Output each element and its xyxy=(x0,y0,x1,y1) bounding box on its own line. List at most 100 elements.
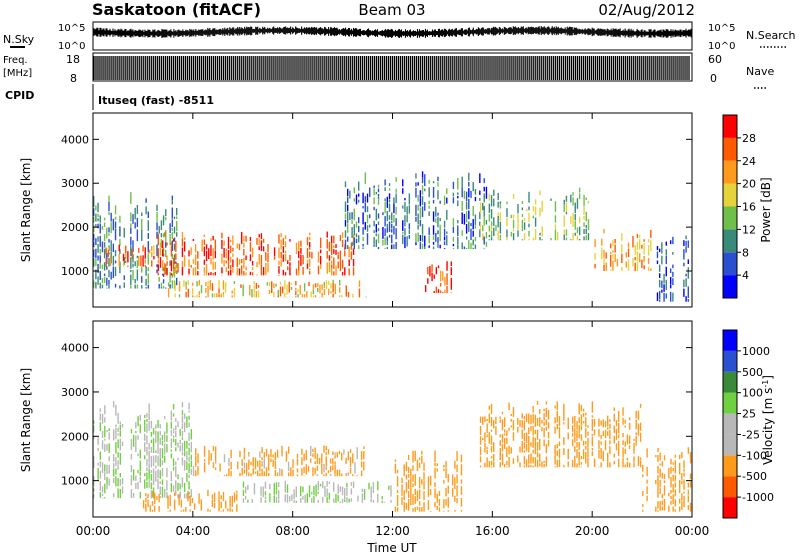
echo-cell xyxy=(156,204,158,212)
echo-cell xyxy=(159,437,161,445)
echo-cell xyxy=(148,403,150,414)
power-colorbar-tick-label: 4 xyxy=(742,269,749,282)
echo-cell xyxy=(326,250,328,259)
echo-cell xyxy=(417,204,419,211)
echo-cell xyxy=(132,214,134,224)
echo-cell xyxy=(661,242,663,254)
echo-cell xyxy=(541,200,543,213)
echo-cell xyxy=(231,509,234,512)
echo-cell xyxy=(145,206,147,215)
echo-cell xyxy=(669,268,672,274)
echo-cell xyxy=(122,253,125,261)
echo-cell xyxy=(233,281,236,285)
echo-cell xyxy=(534,421,537,427)
velocity-colorbar-tick-label: -1000 xyxy=(742,491,774,504)
echo-cell xyxy=(563,199,565,205)
echo-cell xyxy=(344,267,346,276)
echo-cell xyxy=(364,202,367,213)
echo-cell xyxy=(485,186,488,199)
echo-cell xyxy=(381,500,383,503)
echo-cell xyxy=(334,455,336,459)
echo-cell xyxy=(539,463,541,467)
echo-cell xyxy=(190,460,193,468)
echo-cell xyxy=(669,284,672,289)
echo-cell xyxy=(188,481,190,490)
echo-cell xyxy=(131,248,133,259)
echo-cell xyxy=(135,421,137,429)
colorbar-swatch xyxy=(723,455,737,477)
echo-cell xyxy=(300,501,302,503)
echo-cell xyxy=(356,474,358,477)
nsearch-label: N.Search xyxy=(746,29,796,42)
echo-cell xyxy=(490,221,493,226)
echo-cell xyxy=(308,241,311,248)
echo-cell xyxy=(245,462,248,474)
echo-cell xyxy=(333,498,335,503)
echo-cell xyxy=(375,224,378,233)
echo-cell xyxy=(567,461,569,467)
echo-cell xyxy=(474,196,477,202)
echo-cell xyxy=(157,479,159,490)
echo-cell xyxy=(306,248,309,259)
echo-cell xyxy=(565,229,568,236)
echo-cell xyxy=(658,299,661,302)
echo-cell xyxy=(155,455,157,463)
echo-cell xyxy=(571,433,574,437)
echo-cell xyxy=(148,463,150,469)
echo-cell xyxy=(186,440,188,449)
echo-cell xyxy=(166,480,168,491)
echo-cell xyxy=(317,251,320,263)
echo-cell xyxy=(580,434,583,441)
echo-cell xyxy=(503,464,506,468)
echo-cell xyxy=(405,474,408,480)
echo-cell xyxy=(288,296,290,298)
colorbar-swatch xyxy=(723,350,737,372)
echo-cell xyxy=(497,201,499,208)
echo-cell xyxy=(375,233,378,237)
echo-cell xyxy=(554,426,556,434)
echo-cell xyxy=(144,473,146,477)
power-colorbar-label: Power [dB] xyxy=(759,177,773,242)
echo-cell xyxy=(439,283,442,287)
echo-cell xyxy=(578,239,581,241)
echo-cell xyxy=(284,250,287,254)
echo-cell xyxy=(377,188,380,193)
echo-cell xyxy=(384,248,386,250)
echo-cell xyxy=(159,447,161,458)
echo-cell xyxy=(357,235,360,243)
echo-cell xyxy=(276,449,279,458)
velocity-echo-field xyxy=(93,400,692,512)
echo-cell xyxy=(262,238,265,243)
colorbar-swatch xyxy=(723,434,737,456)
echo-cell xyxy=(188,274,190,276)
echo-cell xyxy=(435,267,438,275)
echo-cell xyxy=(341,452,343,461)
echo-cell xyxy=(384,228,386,237)
echo-cell xyxy=(241,467,243,476)
echo-cell xyxy=(373,206,375,211)
echo-cell xyxy=(661,280,663,289)
echo-cell xyxy=(625,261,627,268)
echo-cell xyxy=(167,495,169,507)
echo-cell xyxy=(261,457,263,461)
echo-cell xyxy=(325,456,327,467)
echo-cell xyxy=(264,491,267,496)
echo-cell xyxy=(179,428,181,436)
echo-cell xyxy=(388,183,391,187)
echo-cell xyxy=(172,428,175,431)
echo-cell xyxy=(406,206,408,215)
echo-cell xyxy=(506,460,508,466)
echo-cell xyxy=(670,500,672,505)
echo-cell xyxy=(536,442,539,451)
echo-cell xyxy=(287,266,289,271)
echo-cell xyxy=(635,410,637,419)
echo-cell xyxy=(508,445,510,455)
echo-cell xyxy=(443,480,445,484)
echo-cell xyxy=(377,213,380,219)
echo-cell xyxy=(678,454,681,460)
echo-cell xyxy=(108,211,110,216)
echo-cell xyxy=(195,470,197,477)
echo-cell xyxy=(349,190,351,199)
echo-cell xyxy=(547,422,550,429)
echo-cell xyxy=(194,296,196,298)
